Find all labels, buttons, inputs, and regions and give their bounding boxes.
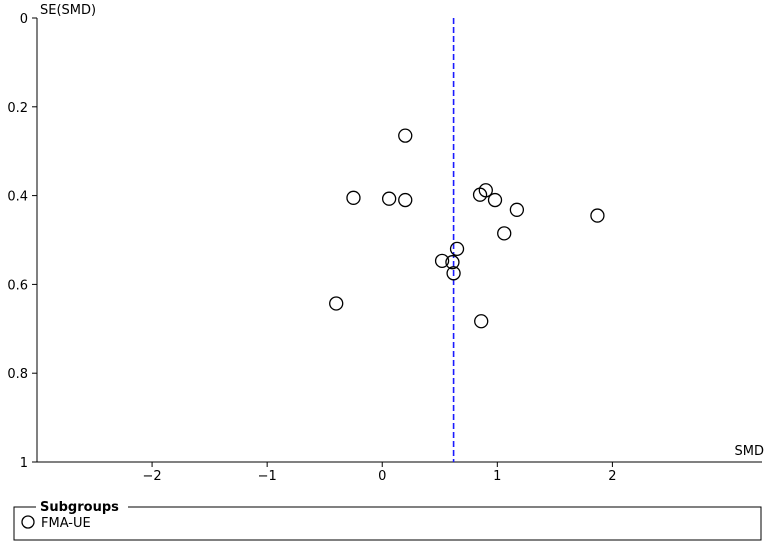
study-point [445,255,460,270]
x-tick-label: 2 [608,469,616,484]
study-point [346,190,361,205]
study-point [472,187,488,202]
legend-title-bg [36,500,128,514]
study-point [446,266,461,281]
x-axis-title: SMD [735,444,764,459]
y-ticks: 0 0.2 0.4 0.6 0.8 1 [7,12,37,471]
data-points [329,128,605,329]
legend: Subgroups FMA-UE [13,500,762,541]
axes [36,18,762,463]
legend-title: Subgroups [40,500,119,515]
y-axis-title: SE(SMD) [40,3,96,18]
legend-box [13,506,762,541]
y-tick-label: 0.4 [7,190,28,205]
study-point [590,208,605,223]
legend-entry-label: FMA-UE [41,516,91,531]
study-point [497,226,512,241]
y-tick-label: 1 [20,456,28,471]
study-point [398,192,413,208]
legend-marker-icon [21,515,35,529]
x-tick-label: 0 [378,469,386,484]
study-point [381,191,397,206]
y-tick-label: 0.8 [7,367,28,382]
study-point [398,128,413,143]
study-point [474,314,489,329]
x-tick-label: −1 [258,469,277,484]
x-tick-label: 1 [493,469,501,484]
x-tick-label: −2 [142,469,161,484]
study-point [509,202,525,217]
study-point [434,253,450,269]
study-point [449,241,465,257]
study-point [329,296,344,311]
study-point [487,192,503,208]
y-tick-label: 0 [20,12,28,27]
x-ticks: −2 −1 0 1 2 [142,462,617,484]
y-tick-label: 0.2 [7,101,28,116]
y-tick-label: 0.6 [7,278,28,293]
